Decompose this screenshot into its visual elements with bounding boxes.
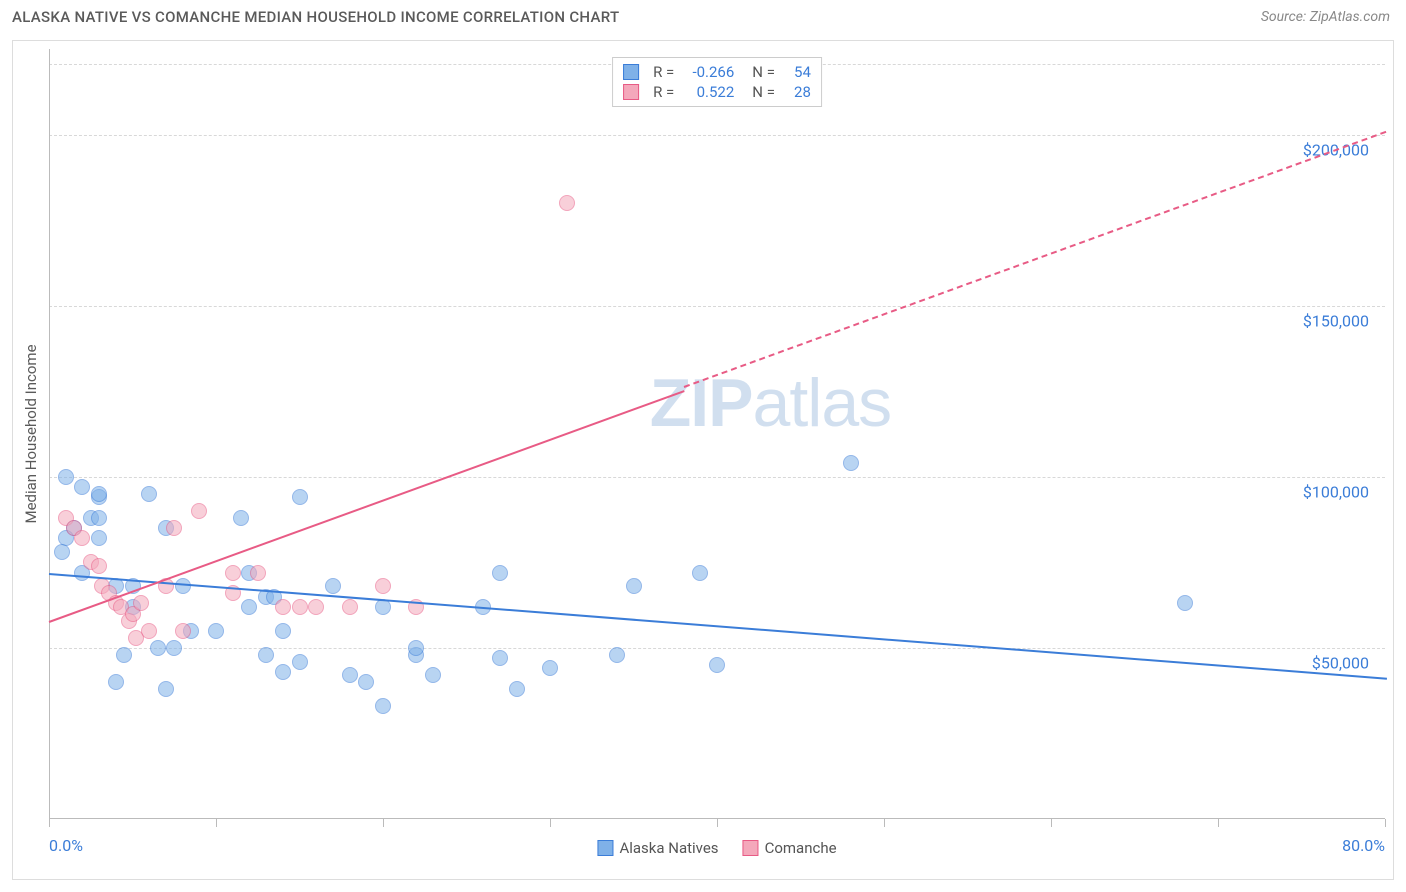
- data-point: [141, 623, 157, 639]
- swatch-alaska-icon: [623, 64, 639, 80]
- r-value-alaska: -0.266: [682, 63, 734, 81]
- data-point: [175, 623, 191, 639]
- data-point: [609, 647, 625, 663]
- data-point: [191, 503, 207, 519]
- x-axis-min-label: 0.0%: [49, 836, 83, 855]
- legend-item-comanche: Comanche: [743, 839, 837, 857]
- x-tick: [49, 819, 50, 827]
- chart-title: ALASKA NATIVE VS COMANCHE MEDIAN HOUSEHO…: [12, 8, 619, 26]
- data-point: [175, 578, 191, 594]
- data-point: [241, 599, 257, 615]
- trend-line: [49, 390, 685, 623]
- data-point: [626, 578, 642, 594]
- data-point: [91, 558, 107, 574]
- swatch-alaska-icon: [597, 840, 613, 856]
- data-point: [150, 640, 166, 656]
- r-label: R =: [653, 63, 674, 81]
- data-point: [250, 565, 266, 581]
- x-tick: [1218, 819, 1219, 827]
- data-point: [1177, 595, 1193, 611]
- data-point: [166, 520, 182, 536]
- data-point: [116, 647, 132, 663]
- data-point: [559, 195, 575, 211]
- legend: Alaska Natives Comanche: [597, 839, 836, 857]
- data-point: [709, 657, 725, 673]
- y-tick-label: $100,000: [1303, 483, 1369, 502]
- x-axis-max-label: 80.0%: [1342, 836, 1385, 855]
- plot-area: Median Household Income ZIPatlas $50,000…: [49, 49, 1385, 819]
- data-point: [91, 510, 107, 526]
- n-label: N =: [752, 83, 775, 101]
- stats-row-comanche: R = 0.522 N = 28: [623, 82, 811, 102]
- swatch-comanche-icon: [743, 840, 759, 856]
- trend-line-dashed: [683, 131, 1386, 388]
- n-label: N =: [752, 63, 775, 81]
- x-tick: [717, 819, 718, 827]
- data-point: [58, 469, 74, 485]
- chart-container: Median Household Income ZIPatlas $50,000…: [12, 40, 1394, 880]
- data-point: [258, 647, 274, 663]
- data-point: [133, 595, 149, 611]
- correlation-stats-box: R = -0.266 N = 54 R = 0.522 N = 28: [612, 57, 822, 107]
- data-point: [91, 530, 107, 546]
- data-point: [292, 599, 308, 615]
- legend-item-alaska: Alaska Natives: [597, 839, 718, 857]
- data-point: [375, 698, 391, 714]
- data-point: [54, 544, 70, 560]
- x-tick: [884, 819, 885, 827]
- data-point: [158, 681, 174, 697]
- data-point: [509, 681, 525, 697]
- gridline: [49, 648, 1385, 649]
- data-point: [408, 640, 424, 656]
- source-label: Source: ZipAtlas.com: [1261, 9, 1390, 25]
- n-value-alaska: 54: [783, 63, 811, 81]
- y-axis-label: Median Household Income: [22, 344, 40, 523]
- y-tick-label: $50,000: [1312, 654, 1369, 673]
- legend-label-alaska: Alaska Natives: [619, 839, 718, 857]
- r-value-comanche: 0.522: [682, 83, 734, 101]
- gridline: [49, 477, 1385, 478]
- gridline: [49, 306, 1385, 307]
- data-point: [308, 599, 324, 615]
- data-point: [358, 674, 374, 690]
- data-point: [692, 565, 708, 581]
- swatch-comanche-icon: [623, 84, 639, 100]
- n-value-comanche: 28: [783, 83, 811, 101]
- data-point: [492, 650, 508, 666]
- watermark: ZIPatlas: [650, 364, 891, 442]
- data-point: [375, 578, 391, 594]
- data-point: [275, 664, 291, 680]
- data-point: [141, 486, 157, 502]
- gridline: [49, 135, 1385, 136]
- data-point: [275, 599, 291, 615]
- x-tick: [383, 819, 384, 827]
- data-point: [425, 667, 441, 683]
- r-label: R =: [653, 83, 674, 101]
- data-point: [108, 674, 124, 690]
- data-point: [91, 486, 107, 502]
- x-tick: [1385, 819, 1386, 827]
- data-point: [342, 599, 358, 615]
- data-point: [275, 623, 291, 639]
- stats-row-alaska: R = -0.266 N = 54: [623, 62, 811, 82]
- data-point: [292, 654, 308, 670]
- x-tick: [216, 819, 217, 827]
- data-point: [492, 565, 508, 581]
- data-point: [166, 640, 182, 656]
- x-tick: [550, 819, 551, 827]
- data-point: [325, 578, 341, 594]
- data-point: [342, 667, 358, 683]
- legend-label-comanche: Comanche: [765, 839, 837, 857]
- x-tick: [1051, 819, 1052, 827]
- data-point: [208, 623, 224, 639]
- y-axis-line: [49, 49, 50, 819]
- data-point: [542, 660, 558, 676]
- data-point: [292, 489, 308, 505]
- data-point: [843, 455, 859, 471]
- data-point: [74, 530, 90, 546]
- y-tick-label: $150,000: [1303, 312, 1369, 331]
- data-point: [233, 510, 249, 526]
- data-point: [74, 479, 90, 495]
- data-point: [225, 565, 241, 581]
